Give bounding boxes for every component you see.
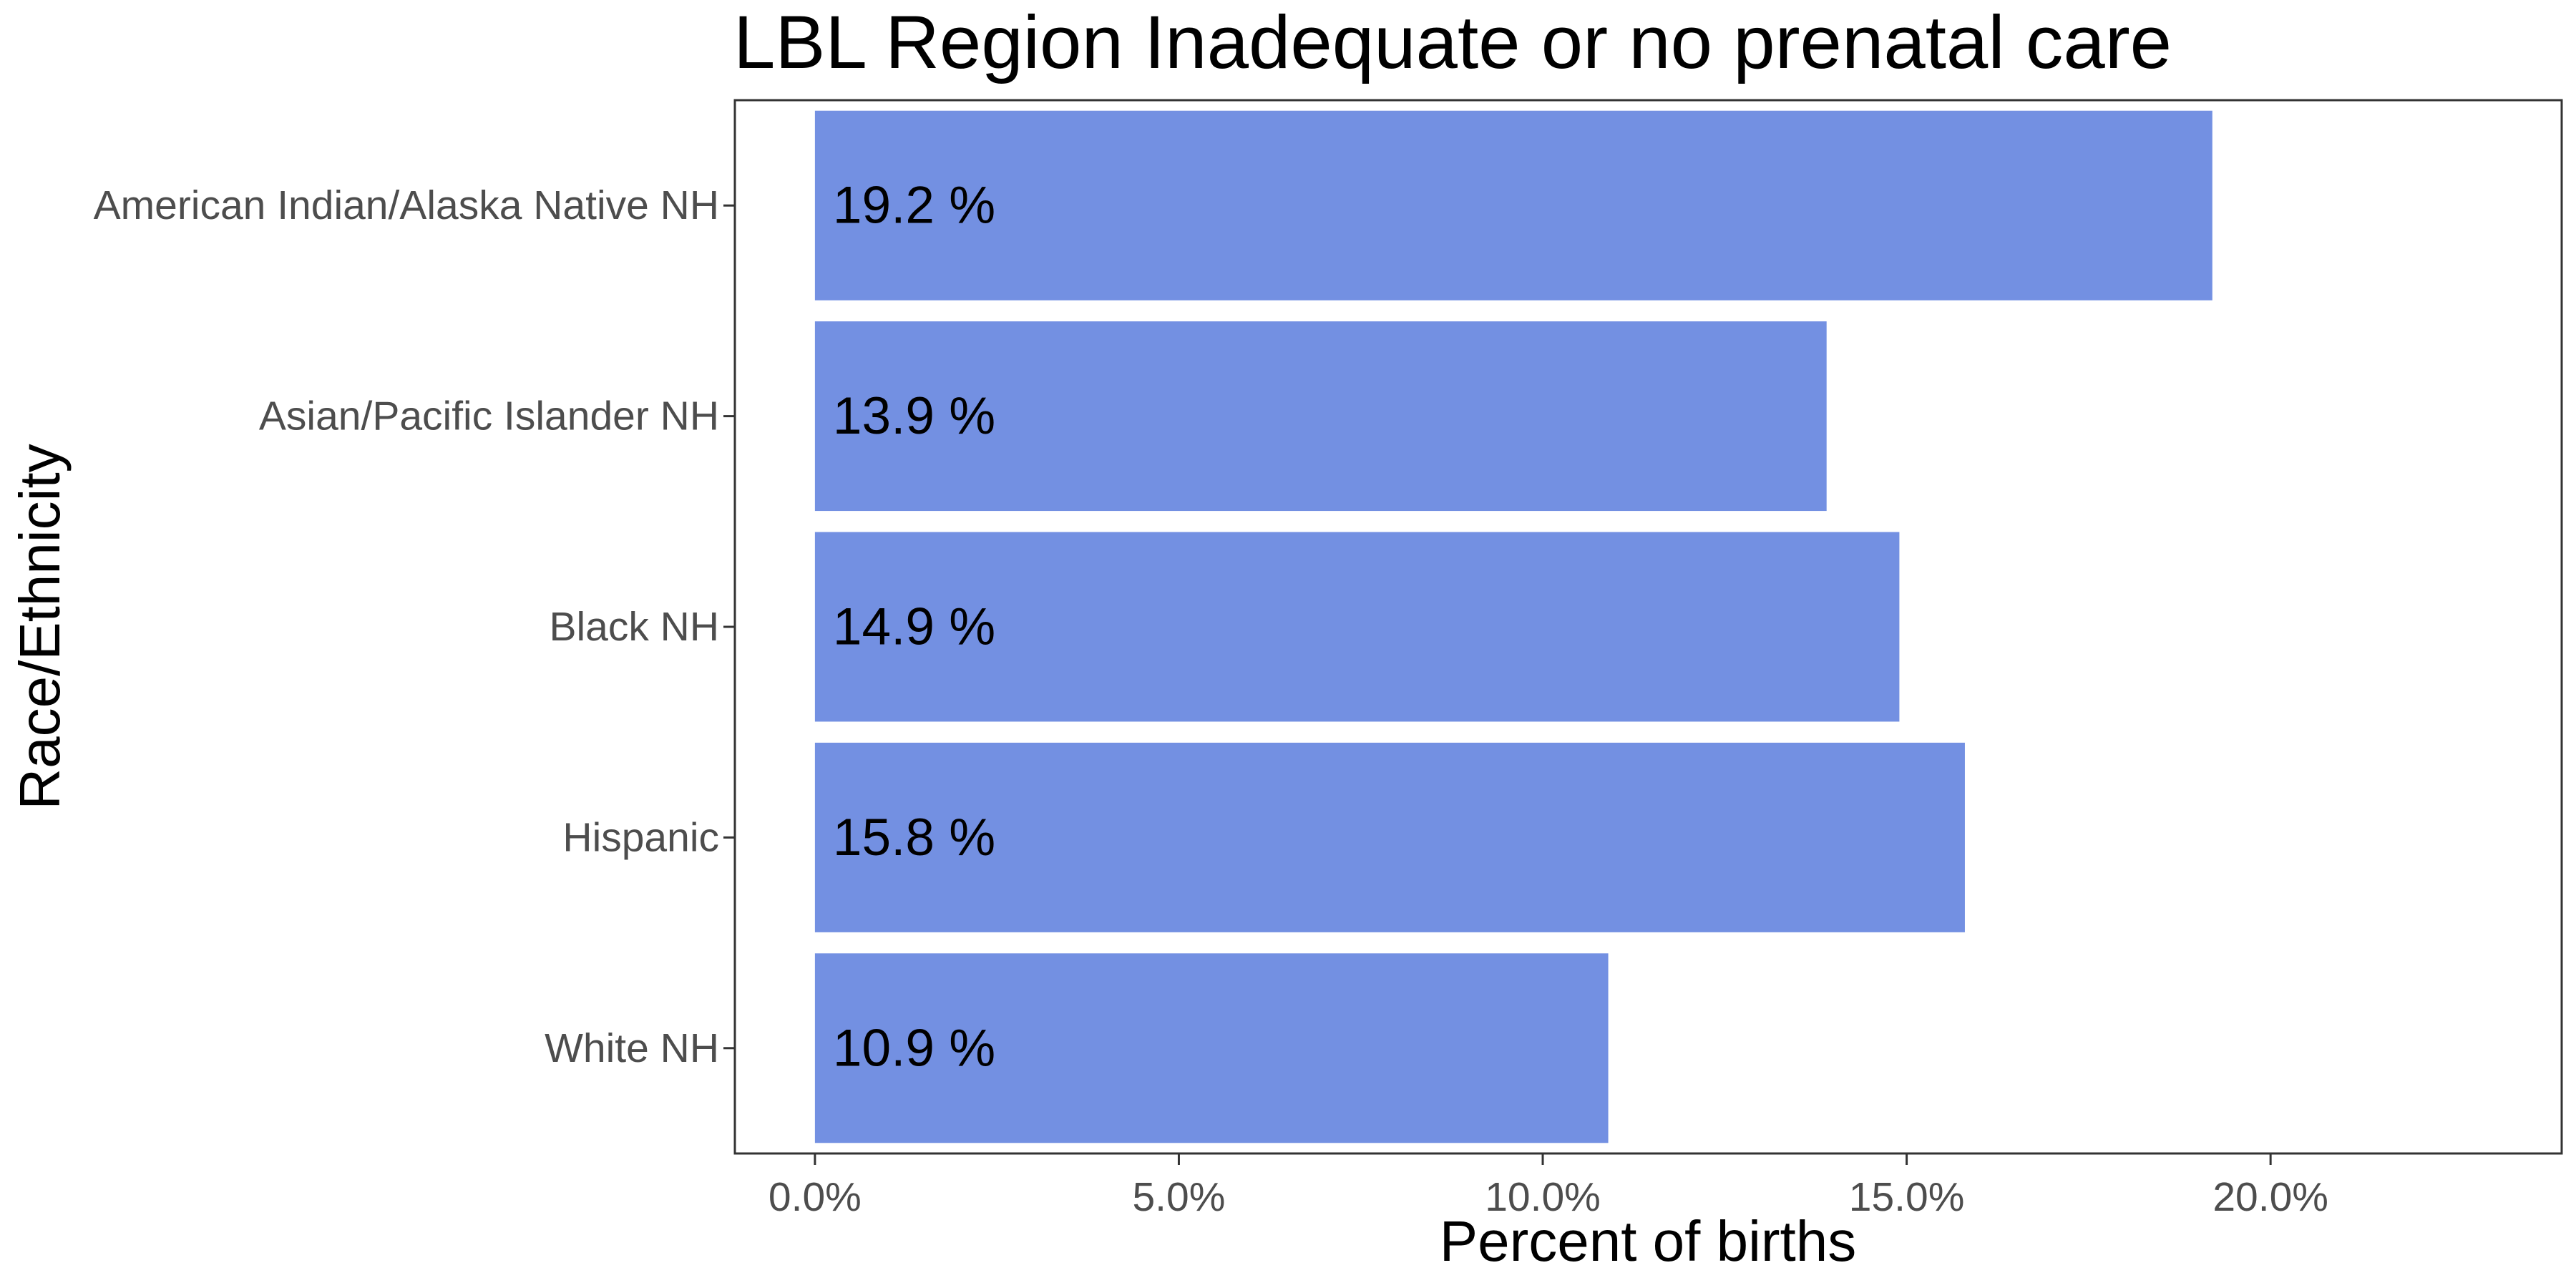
chart-title: LBL Region Inadequate or no prenatal car… [733, 1, 2172, 84]
bar [814, 110, 2212, 301]
bar-value-label: 10.9 % [833, 1019, 995, 1077]
bar [814, 321, 1827, 512]
y-tick-label: Hispanic [562, 814, 719, 860]
x-axis: 0.0% 5.0% 10.0% 15.0% 20.0% [769, 1153, 2328, 1220]
y-tick-label: Black NH [549, 604, 719, 650]
bar-value-label: 13.9 % [833, 387, 995, 445]
x-tick-label: 20.0% [2212, 1174, 2328, 1220]
y-axis: American Indian/Alaska Native NH Asian/Pa… [94, 182, 735, 1071]
y-tick-label: American Indian/Alaska Native NH [94, 182, 719, 228]
x-tick-label: 0.0% [769, 1174, 862, 1220]
x-axis-title: Percent of births [1440, 1209, 1857, 1273]
bar-value-label: 14.9 % [833, 598, 995, 656]
bar [814, 953, 1609, 1143]
y-tick-label: Asian/Pacific Islander NH [259, 394, 719, 439]
y-tick-label: White NH [545, 1025, 719, 1071]
x-tick-label: 5.0% [1132, 1174, 1225, 1220]
bar-value-label: 19.2 % [833, 177, 995, 235]
bar [814, 532, 1900, 722]
bars [814, 110, 2212, 1143]
data-labels: 19.2 % 13.9 % 14.9 % 15.8 % 10.9 % [833, 177, 995, 1078]
y-axis-title: Race/Ethnicity [8, 444, 72, 809]
bar-value-label: 15.8 % [833, 809, 995, 867]
x-tick-label: 10.0% [1485, 1174, 1601, 1220]
bar [814, 742, 1965, 932]
x-tick-label: 15.0% [1849, 1174, 1965, 1220]
